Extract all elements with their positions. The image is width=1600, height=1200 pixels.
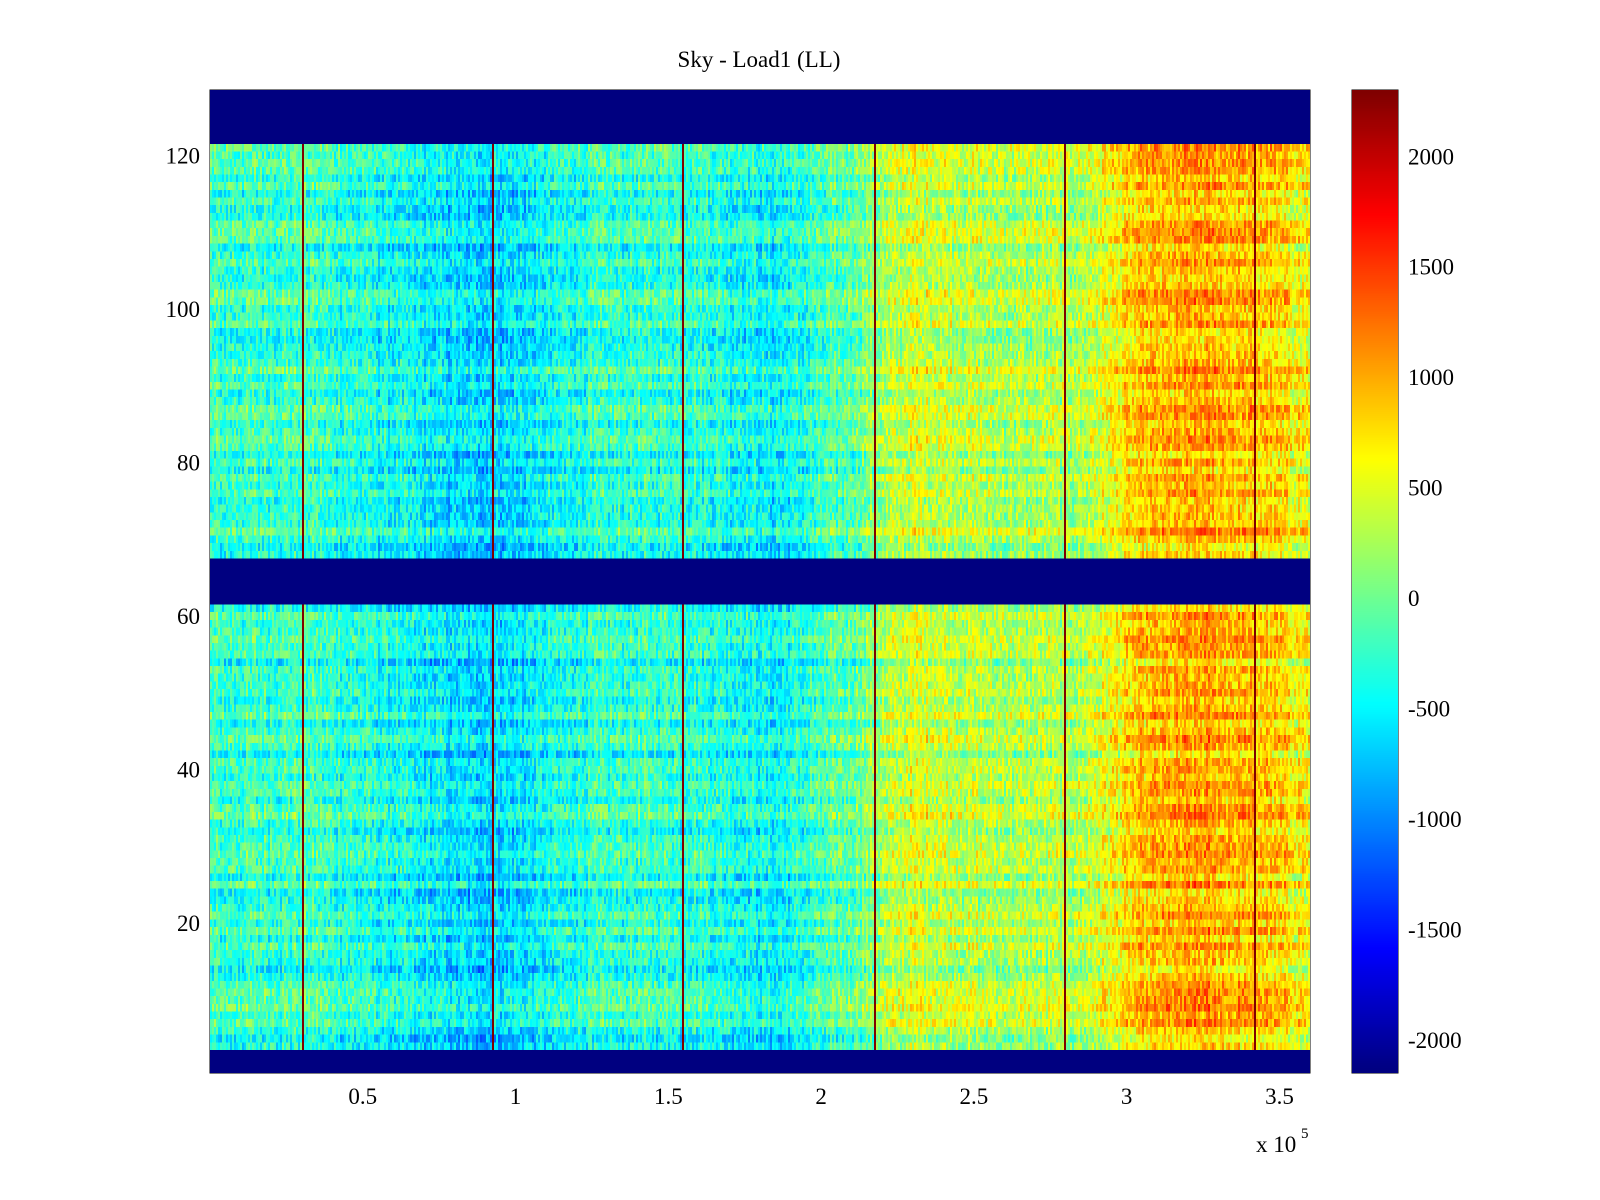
- colorbar: [1352, 90, 1398, 1073]
- y-tick-label: 80: [177, 450, 200, 475]
- y-tick-label: 40: [177, 758, 200, 783]
- y-tick-label: 60: [177, 604, 200, 629]
- y-tick-label: 120: [166, 143, 201, 168]
- colorbar-axis: 2000 1500 1000 500 0 -500 -1000 -1500 -2000: [1352, 144, 1462, 1053]
- x-tick-label: 0.5: [348, 1084, 377, 1109]
- colorbar-tick-label: 2000: [1408, 144, 1454, 169]
- colorbar-tick-label: 0: [1408, 586, 1420, 611]
- x-tick-label: 3: [1121, 1084, 1133, 1109]
- heatmap-image: [210, 90, 1310, 1073]
- x-tick-label: 2: [815, 1084, 827, 1109]
- x-multiplier: x 10 5: [1256, 1126, 1309, 1157]
- y-axis: 20 40 60 80 100 120: [166, 143, 1310, 936]
- x-multiplier-label: x 10: [1256, 1132, 1296, 1157]
- x-multiplier-exponent: 5: [1301, 1126, 1309, 1142]
- colorbar-tick-label: 1000: [1408, 365, 1454, 390]
- colorbar-tick-label: 1500: [1408, 255, 1454, 280]
- colorbar-tick-label: -1000: [1408, 807, 1462, 832]
- chart-title: Sky - Load1 (LL): [678, 47, 841, 72]
- y-tick-label: 100: [166, 297, 201, 322]
- colorbar-tick-label: -1500: [1408, 917, 1462, 942]
- colorbar-tick-label: -2000: [1408, 1028, 1462, 1053]
- x-tick-label: 1.5: [654, 1084, 683, 1109]
- x-tick-label: 3.5: [1265, 1084, 1294, 1109]
- y-tick-label: 20: [177, 911, 200, 936]
- colorbar-tick-label: -500: [1408, 697, 1450, 722]
- colorbar-tick-label: 500: [1408, 476, 1443, 501]
- x-tick-label: 1: [510, 1084, 522, 1109]
- x-tick-label: 2.5: [960, 1084, 989, 1109]
